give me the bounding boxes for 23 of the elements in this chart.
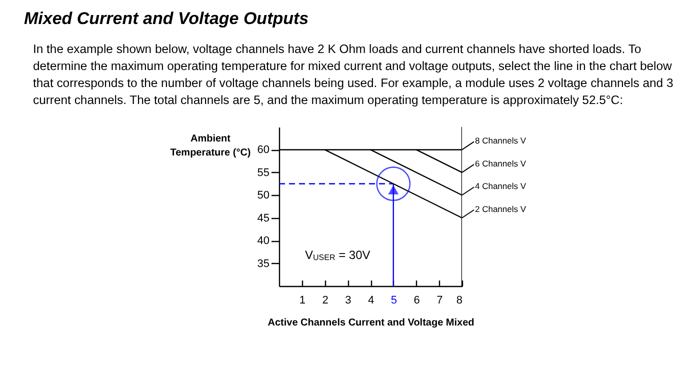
y-tick-label: 35 bbox=[257, 258, 270, 270]
legend-label: 2 Channels V bbox=[475, 204, 526, 214]
legend-label: 6 Channels V bbox=[475, 158, 526, 168]
y-tick-label: 60 bbox=[257, 144, 270, 156]
chart-subtitle: In the example shown below, voltage channels have 2 K Ohm loads and current channels have shorted loads. To determine the maximum operating temperature for mixed current and voltage outputs, select the line in the chart below that corresponds to the number of voltage channels being used. For example, a module uses 2 voltage channels and 3 current channels. The total channels are 5, and the maximum operating temperature is approximately 52.5°C: bbox=[33, 41, 674, 109]
x-tick-label: 1 bbox=[299, 294, 306, 306]
annotation: VUSER = 30V bbox=[305, 248, 370, 262]
x-axis-title: Active Channels Current and Voltage Mixed bbox=[268, 318, 474, 328]
x-tick-label: 7 bbox=[436, 294, 443, 306]
chart-title: Mixed Current and Voltage Outputs bbox=[24, 9, 309, 29]
y-axis-title: Ambient Temperature (°C) bbox=[170, 134, 251, 158]
x-tick-label: 8 bbox=[456, 294, 462, 306]
y-tick-label: 50 bbox=[257, 190, 270, 202]
x-tick-label: 5 bbox=[390, 294, 397, 306]
y-tick-label: 40 bbox=[257, 235, 270, 248]
y-tick-label: 45 bbox=[257, 212, 270, 224]
legend-label: 8 Channels V bbox=[475, 136, 526, 146]
legend-label: 4 Channels V bbox=[475, 181, 526, 192]
x-tick-label: 2 bbox=[322, 294, 328, 306]
x-tick-label: 3 bbox=[345, 294, 352, 306]
x-tick-label: 4 bbox=[368, 294, 374, 306]
y-tick-label: 55 bbox=[257, 166, 270, 179]
x-tick-label: 6 bbox=[414, 294, 420, 306]
